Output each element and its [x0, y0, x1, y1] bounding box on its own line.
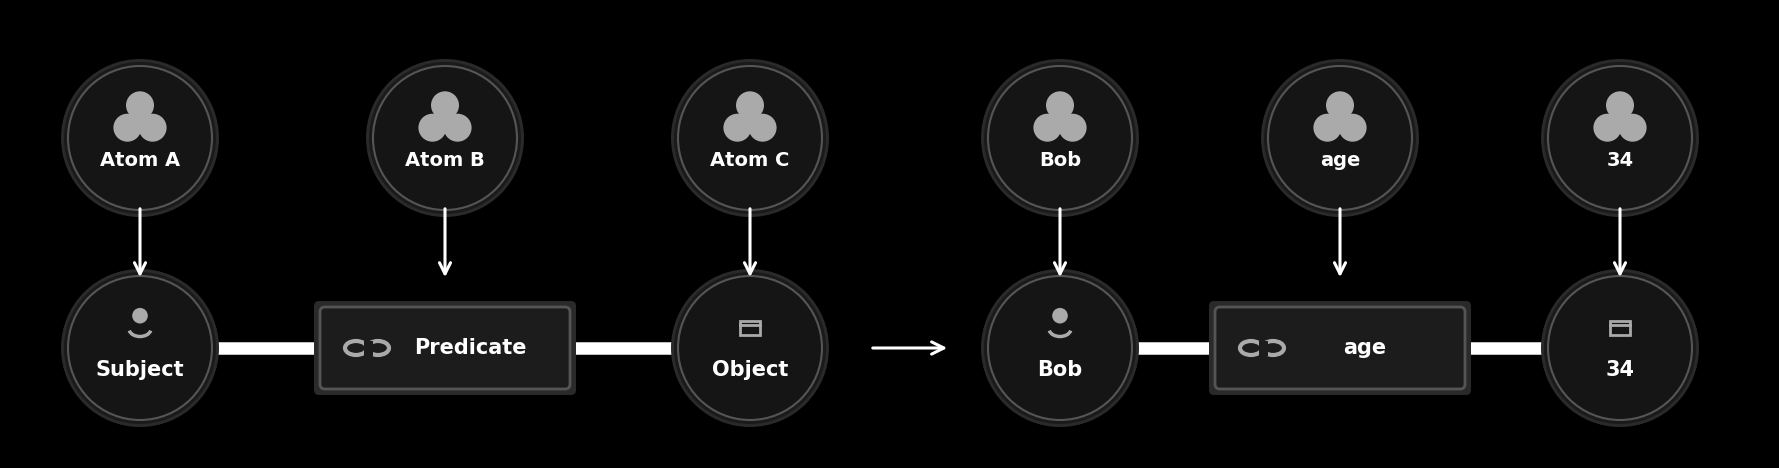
Circle shape	[64, 272, 215, 424]
Circle shape	[1544, 272, 1695, 424]
Circle shape	[1034, 114, 1062, 142]
Circle shape	[749, 114, 777, 142]
Circle shape	[139, 114, 167, 142]
FancyBboxPatch shape	[320, 307, 569, 389]
Text: Predicate: Predicate	[415, 338, 527, 358]
Circle shape	[366, 59, 525, 217]
Text: Bob: Bob	[1039, 151, 1082, 169]
Circle shape	[132, 308, 148, 323]
Circle shape	[68, 66, 212, 210]
Circle shape	[678, 66, 822, 210]
Circle shape	[1265, 62, 1416, 214]
FancyBboxPatch shape	[1215, 307, 1464, 389]
Circle shape	[1059, 114, 1087, 142]
FancyBboxPatch shape	[315, 301, 576, 395]
Circle shape	[674, 272, 825, 424]
Circle shape	[374, 66, 518, 210]
Text: Atom A: Atom A	[100, 151, 180, 169]
Circle shape	[1548, 66, 1692, 210]
Circle shape	[443, 114, 471, 142]
Circle shape	[1544, 62, 1695, 214]
Circle shape	[1325, 91, 1354, 119]
Circle shape	[987, 66, 1131, 210]
Circle shape	[1548, 276, 1692, 420]
FancyBboxPatch shape	[1260, 341, 1268, 356]
Circle shape	[1313, 114, 1341, 142]
Circle shape	[64, 62, 215, 214]
Circle shape	[1541, 269, 1699, 427]
Circle shape	[1051, 308, 1067, 323]
Circle shape	[1541, 59, 1699, 217]
Circle shape	[1338, 114, 1366, 142]
Circle shape	[439, 114, 452, 127]
Circle shape	[1334, 114, 1347, 127]
Circle shape	[1594, 114, 1621, 142]
Circle shape	[418, 114, 447, 142]
Circle shape	[724, 114, 751, 142]
Circle shape	[1261, 59, 1420, 217]
Text: 34: 34	[1606, 151, 1633, 169]
Circle shape	[1619, 114, 1647, 142]
Circle shape	[744, 114, 756, 127]
Text: Atom C: Atom C	[710, 151, 790, 169]
Text: Subject: Subject	[96, 360, 185, 380]
Circle shape	[133, 114, 146, 127]
Circle shape	[671, 269, 829, 427]
Text: age: age	[1320, 151, 1361, 169]
Circle shape	[1053, 114, 1066, 127]
Circle shape	[60, 269, 219, 427]
Circle shape	[678, 276, 822, 420]
Text: age: age	[1343, 338, 1386, 358]
Circle shape	[737, 91, 763, 119]
Circle shape	[674, 62, 825, 214]
Circle shape	[1046, 91, 1075, 119]
Circle shape	[984, 62, 1137, 214]
Circle shape	[671, 59, 829, 217]
Circle shape	[60, 59, 219, 217]
Circle shape	[368, 62, 521, 214]
Circle shape	[987, 276, 1131, 420]
Circle shape	[1606, 91, 1633, 119]
Circle shape	[1614, 114, 1626, 127]
Text: 34: 34	[1605, 360, 1635, 380]
Circle shape	[68, 276, 212, 420]
Circle shape	[980, 269, 1139, 427]
Text: Bob: Bob	[1037, 360, 1083, 380]
Text: Object: Object	[712, 360, 788, 380]
Circle shape	[114, 114, 141, 142]
Circle shape	[980, 59, 1139, 217]
Circle shape	[126, 91, 155, 119]
Circle shape	[984, 272, 1137, 424]
Circle shape	[1268, 66, 1413, 210]
FancyBboxPatch shape	[365, 341, 374, 356]
FancyBboxPatch shape	[1210, 301, 1471, 395]
Text: Atom B: Atom B	[406, 151, 486, 169]
Circle shape	[431, 91, 459, 119]
